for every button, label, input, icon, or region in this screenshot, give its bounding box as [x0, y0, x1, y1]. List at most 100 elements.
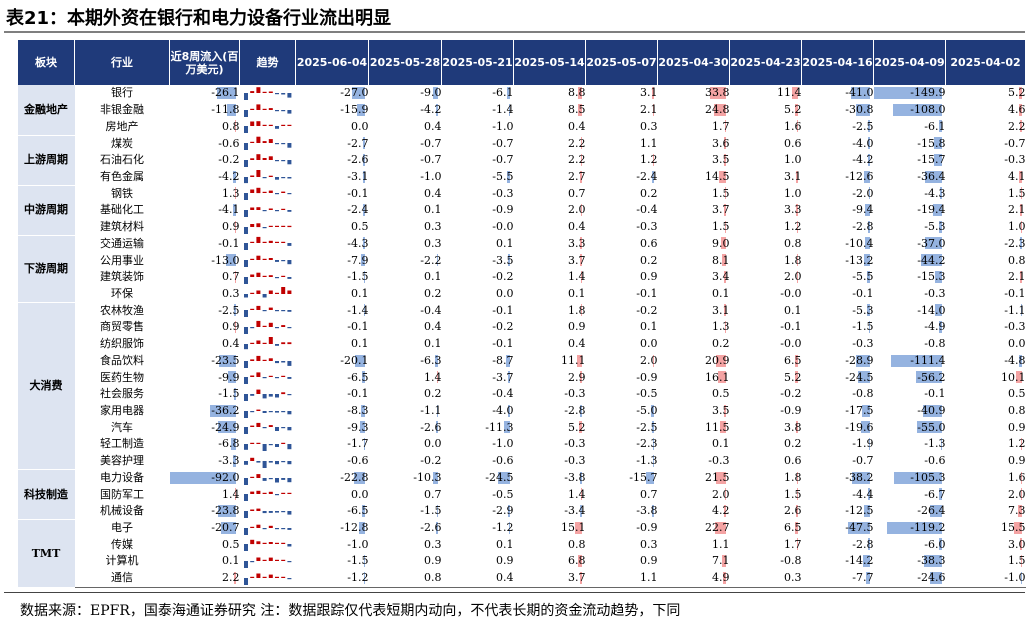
value-text: 0.4	[222, 337, 240, 351]
trend-bar	[249, 158, 254, 160]
trend-bar	[243, 293, 248, 298]
value-bar	[507, 254, 510, 267]
industry-cell: 美容护理	[100, 454, 144, 468]
trend-bar	[249, 561, 254, 563]
value-cell: -0.7	[369, 135, 441, 152]
trend-bar	[274, 559, 279, 562]
value-bar	[1019, 103, 1022, 116]
value-cell: -119.2	[874, 520, 946, 537]
value-text: 2.0	[640, 353, 658, 367]
value-bar	[863, 555, 870, 568]
value-bar	[580, 404, 582, 417]
value-cell: -0.4	[369, 302, 441, 319]
trend-bar	[280, 477, 285, 480]
sector-cell: 金融地产	[17, 85, 75, 136]
trend-bar	[255, 473, 260, 478]
value-bar	[723, 404, 726, 417]
value-cell: -1.2	[295, 569, 369, 588]
trend-bar	[255, 320, 260, 328]
trend-bar	[286, 493, 291, 495]
value-cell: -0.8	[730, 553, 801, 570]
value-cell: 0.1	[369, 336, 442, 353]
value-text: -0.1	[780, 320, 802, 334]
value-cell: -4.2	[369, 102, 441, 119]
trend-bar	[262, 543, 267, 545]
trend-bar	[268, 322, 273, 328]
value-text: -0.2	[636, 303, 658, 317]
value-bar	[723, 571, 726, 584]
value-text: 2.0	[1008, 487, 1026, 501]
value-cell: 1.2	[730, 219, 802, 236]
value-text: -2.8	[852, 220, 874, 234]
value-text: -1.3	[636, 454, 658, 468]
value-cell: 1.3	[170, 185, 240, 202]
trend-bar	[255, 557, 260, 562]
value-cell: -108.0	[874, 102, 946, 119]
value-text: -0.0	[780, 337, 802, 351]
table-row: 医药生物 -9.9 -6.5 1.4 -3.7 2.9 -0.9 16.1 5.2 -24.5 -5…	[18, 369, 1026, 386]
value-text: 0.0	[351, 487, 369, 501]
value-bar	[1021, 571, 1022, 584]
value-cell: -37.0	[874, 235, 945, 252]
trend-bar	[274, 292, 279, 294]
value-text: -0.6	[924, 454, 946, 468]
value-text: -9.3	[347, 420, 369, 434]
table-row: 下游周期 交通运输 -0.1 -4.3 0.3 0.1 3.3 0.6 9.0 0.8 -10.4 -…	[17, 235, 1026, 303]
value-cell: -1.0	[296, 536, 368, 553]
trend-bar	[274, 460, 279, 465]
value-bar	[233, 454, 236, 467]
value-text: -22.8	[340, 470, 369, 484]
trend-bar	[255, 121, 260, 127]
value-cell: -11.3	[442, 419, 513, 436]
value-cell: -1.0	[442, 118, 513, 135]
value-bar	[718, 371, 726, 384]
value-cell: 3.8	[730, 419, 802, 436]
trend-bar	[286, 460, 291, 465]
value-text: -0.1	[347, 320, 369, 334]
value-cell: 0.4	[170, 336, 240, 353]
value-text: 0.9	[568, 320, 586, 334]
value-cell: 7.1	[658, 553, 730, 570]
value-text: 0.9	[222, 220, 240, 234]
value-text: 0.1	[424, 203, 442, 217]
value-bar	[580, 488, 582, 501]
industry-cell: 交通运输	[100, 236, 144, 250]
value-cell: 3.5	[658, 152, 730, 169]
value-cell: 1.2	[946, 436, 1026, 453]
value-cell: -23.8	[170, 503, 239, 520]
value-cell: 0.9	[170, 219, 240, 236]
value-cell: -15.7	[586, 470, 657, 487]
value-bar	[234, 488, 236, 501]
value-bar	[580, 371, 582, 384]
value-text: -0.1	[347, 186, 369, 200]
value-cell: 2.1	[586, 102, 658, 119]
trend-sparkline	[240, 118, 296, 135]
value-text: 0.1	[496, 537, 514, 551]
value-text: -1.0	[1004, 571, 1026, 585]
value-bar	[355, 354, 365, 367]
trend-bar	[255, 223, 260, 227]
value-text: 6.5	[784, 521, 802, 535]
trend-bar	[262, 192, 267, 194]
value-cell: -13.2	[802, 252, 873, 269]
value-text: -0.7	[852, 454, 874, 468]
value-text: -0.1	[852, 286, 874, 300]
value-bar	[855, 103, 870, 116]
value-bar	[716, 354, 726, 367]
trend-bar	[280, 493, 285, 495]
value-text: -1.1	[1004, 303, 1026, 317]
trend-bar	[249, 457, 254, 461]
value-text: 0.8	[424, 571, 442, 585]
value-bar	[498, 471, 510, 484]
trend-bar	[274, 576, 279, 578]
value-bar	[574, 521, 582, 534]
value-bar	[720, 421, 726, 434]
trend-bar	[262, 293, 267, 298]
trend-bar	[280, 93, 285, 95]
value-text: -2.2	[420, 253, 442, 267]
value-bar	[795, 421, 798, 434]
value-text: 0.4	[424, 186, 442, 200]
table-row: 传媒 0.5 -1.0 0.3 0.1 0.8 0.3 1.1 1.7 -2.8 -6.0 3.0	[18, 536, 1026, 553]
value-cell: -1.0	[369, 169, 441, 186]
value-cell: -0.1	[874, 386, 945, 403]
